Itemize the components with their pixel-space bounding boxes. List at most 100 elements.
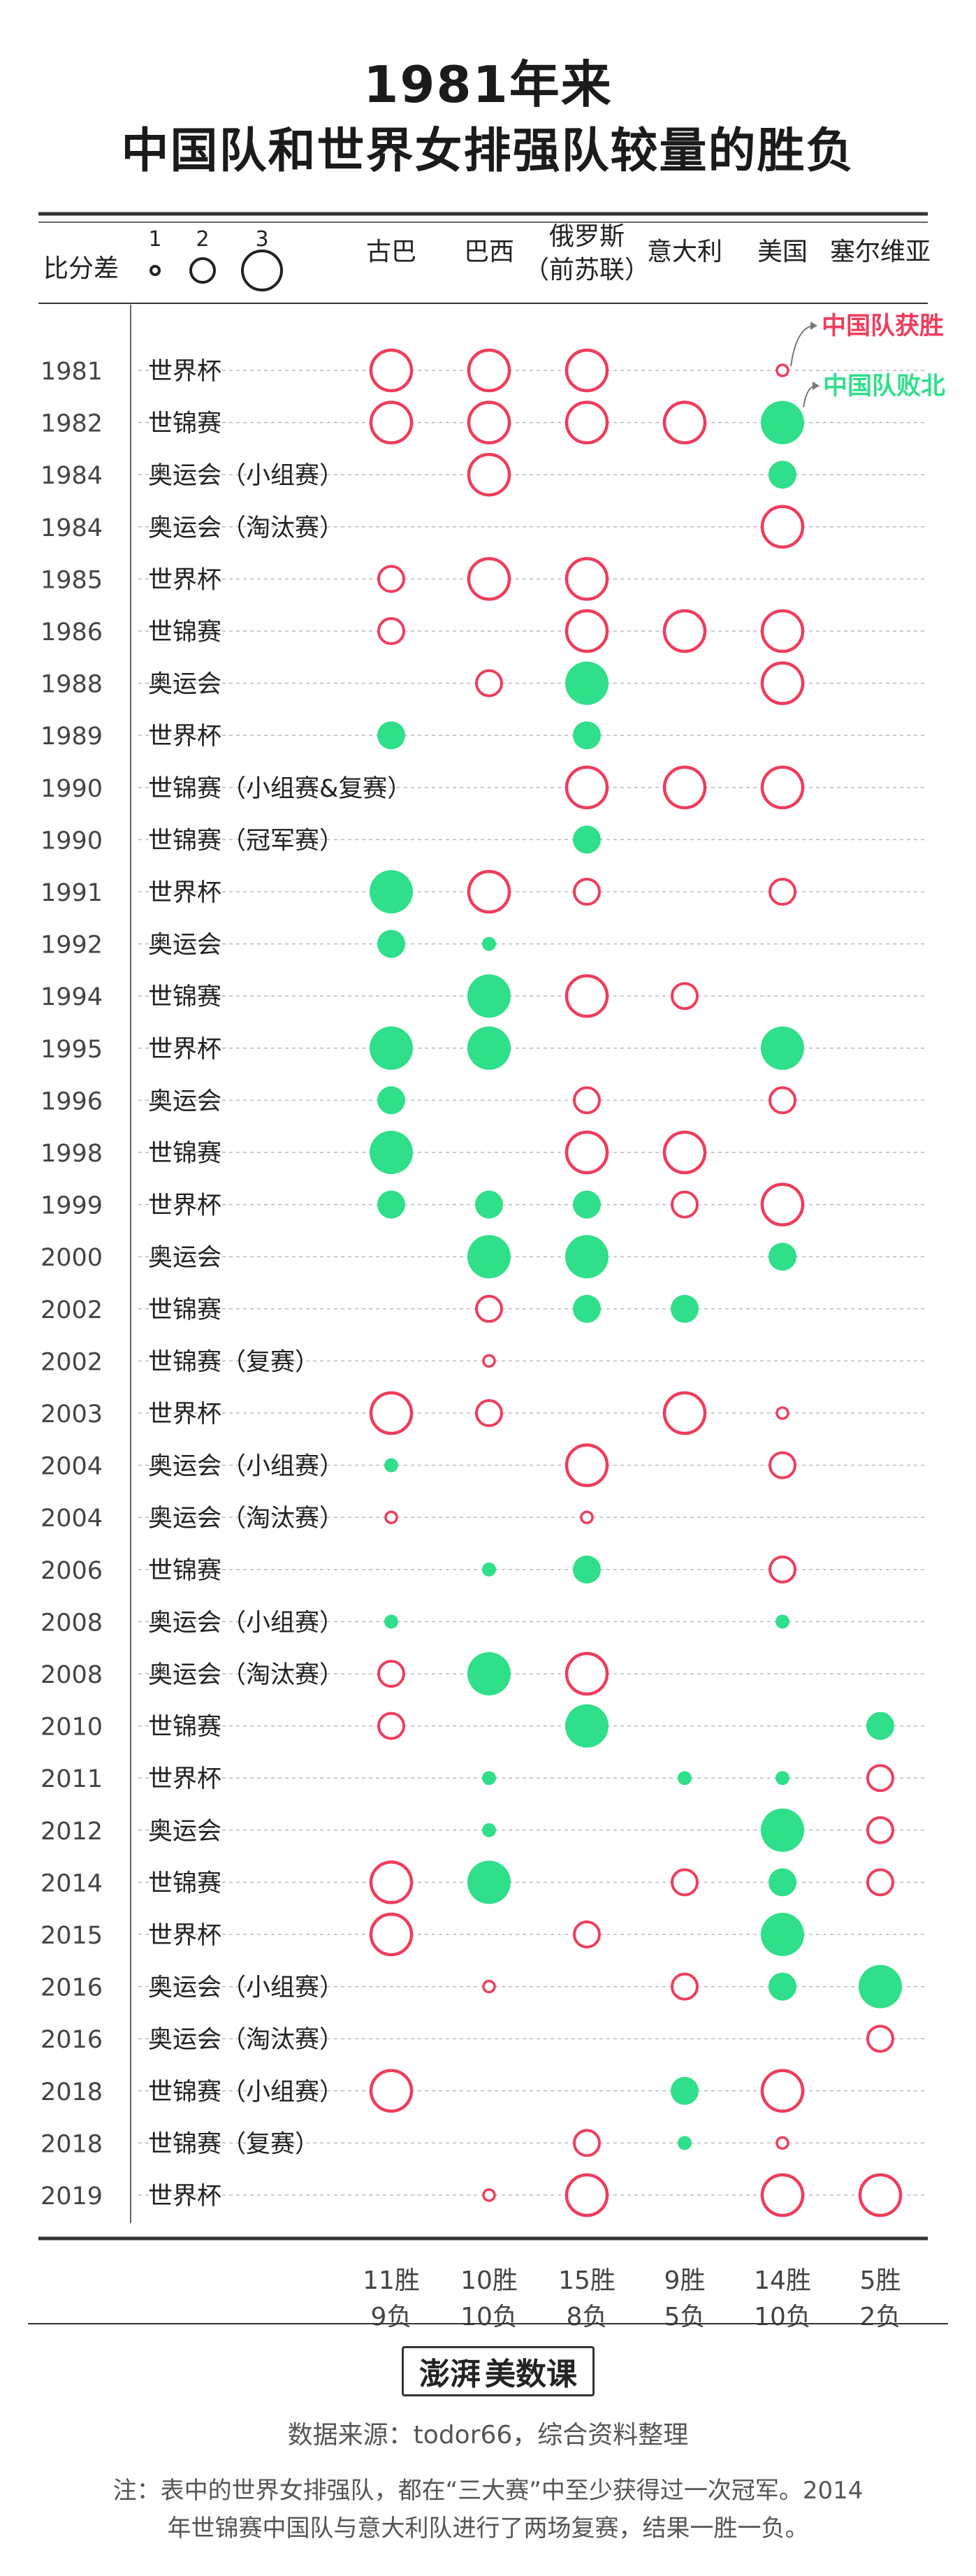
win-marker [467, 869, 511, 914]
logo-seal: 澎湃 [419, 2357, 481, 2392]
loss-marker [573, 1294, 601, 1323]
row-year: 1990 [41, 827, 103, 855]
row-event: 世界杯 [148, 1036, 221, 1064]
loss-marker [769, 1868, 796, 1897]
win-marker [775, 1406, 789, 1420]
row-event: 世锦赛（小组赛） [148, 2078, 344, 2106]
row-year: 1988 [41, 671, 103, 699]
row-event: 奥运会 [148, 671, 221, 699]
win-marker [866, 1816, 894, 1844]
loss-marker [866, 1712, 894, 1740]
loss-marker [565, 1235, 609, 1279]
column-header: 意大利 [647, 238, 722, 266]
loss-marker [377, 1190, 405, 1219]
row-event: 世界杯 [148, 2183, 221, 2210]
legend-win-label: 中国队获胜 [822, 312, 944, 340]
win-marker [475, 1294, 503, 1323]
row-year: 2008 [41, 1661, 103, 1689]
legend-loss-label: 中国队败北 [823, 372, 945, 400]
win-marker [369, 1391, 414, 1435]
win-marker [565, 557, 609, 601]
loss-marker [769, 1972, 796, 2001]
win-marker [775, 2136, 789, 2150]
row-year: 1990 [41, 775, 103, 803]
row-event: 世锦赛 [148, 983, 221, 1011]
legend-size-label: 2 [196, 227, 209, 252]
row-event: 世锦赛（复赛） [148, 2130, 319, 2158]
row-event: 奥运会（淘汰赛） [148, 1661, 344, 1689]
win-marker [467, 557, 511, 601]
win-marker [565, 2173, 609, 2217]
total-wins: 5胜 [860, 2266, 901, 2295]
loss-marker [370, 1026, 413, 1070]
loss-marker [678, 1771, 692, 1786]
row-event: 世锦赛 [148, 1296, 221, 1324]
loss-marker [377, 1086, 405, 1115]
row-event: 世界杯 [148, 1192, 221, 1220]
loss-marker [475, 1190, 503, 1219]
loss-marker [775, 1614, 789, 1629]
row-year: 1985 [41, 566, 103, 594]
win-marker [760, 1182, 805, 1227]
total-wins: 15胜 [558, 2266, 616, 2295]
row-year: 1994 [41, 983, 103, 1011]
win-marker [866, 1764, 894, 1793]
loss-marker [370, 870, 413, 913]
row-year: 2016 [41, 1974, 103, 2002]
row-year: 2018 [41, 2130, 103, 2158]
loss-marker [761, 1913, 804, 1956]
row-year: 2003 [41, 1401, 103, 1428]
row-event: 世锦赛 [148, 1714, 221, 1742]
chart-title-line2: 中国队和世界女排强队较量的胜负 [121, 124, 855, 179]
callout-loss-arrowhead [813, 382, 820, 390]
win-marker [565, 1651, 609, 1696]
loss-marker [769, 1243, 796, 1271]
total-wins: 14胜 [754, 2266, 811, 2295]
chart-canvas: 比分差 1 2 3 古巴 巴西 俄罗斯 （前苏联）意大利 美国 塞尔维亚 1981 世界杯 1982 世锦… [28, 212, 948, 2327]
row-year: 2002 [41, 1348, 103, 1376]
loss-marker [384, 1614, 398, 1629]
loss-marker [467, 1652, 511, 1695]
win-marker [377, 1712, 405, 1740]
loss-marker [377, 929, 405, 958]
row-event: 奥运会（淘汰赛） [148, 1505, 344, 1533]
loss-marker [573, 825, 601, 854]
loss-marker [761, 1026, 804, 1070]
column-header-sub: （前苏联） [524, 256, 650, 284]
loss-marker [761, 400, 804, 444]
win-marker [565, 765, 609, 810]
win-marker [467, 400, 511, 444]
loss-marker [482, 1771, 496, 1786]
row-year: 2019 [41, 2183, 103, 2210]
row-event: 奥运会（小组赛） [148, 1974, 344, 2002]
row-event: 世锦赛（复赛） [148, 1348, 319, 1376]
win-marker [565, 348, 609, 393]
row-year: 2015 [41, 1922, 103, 1950]
win-marker [467, 452, 511, 497]
win-marker [866, 1868, 894, 1897]
row-year: 1981 [41, 358, 103, 386]
win-marker [369, 1860, 414, 1904]
row-year: 2016 [41, 2026, 103, 2054]
callout-win-arrow [790, 325, 815, 367]
row-year: 2010 [41, 1714, 103, 1742]
win-marker [580, 1510, 594, 1524]
column-header: 塞尔维亚 [830, 238, 931, 266]
row-year: 2014 [41, 1869, 103, 1897]
row-event: 世锦赛（冠军赛） [148, 827, 344, 855]
win-marker [671, 1190, 699, 1219]
row-year: 2006 [41, 1557, 103, 1585]
loss-marker [482, 1562, 496, 1577]
row-year: 2012 [41, 1818, 103, 1846]
loss-marker [467, 1026, 511, 1070]
brand-logo: 澎湃 美数课 [402, 2346, 595, 2396]
win-marker [662, 1130, 707, 1175]
win-marker [760, 2069, 805, 2113]
row-year: 1986 [41, 618, 103, 646]
win-marker [760, 2173, 805, 2217]
legend-size-label: 1 [148, 227, 161, 252]
row-year: 2004 [41, 1505, 103, 1533]
win-marker [858, 2173, 903, 2217]
loss-marker [482, 1823, 496, 1837]
win-marker [384, 1510, 398, 1524]
